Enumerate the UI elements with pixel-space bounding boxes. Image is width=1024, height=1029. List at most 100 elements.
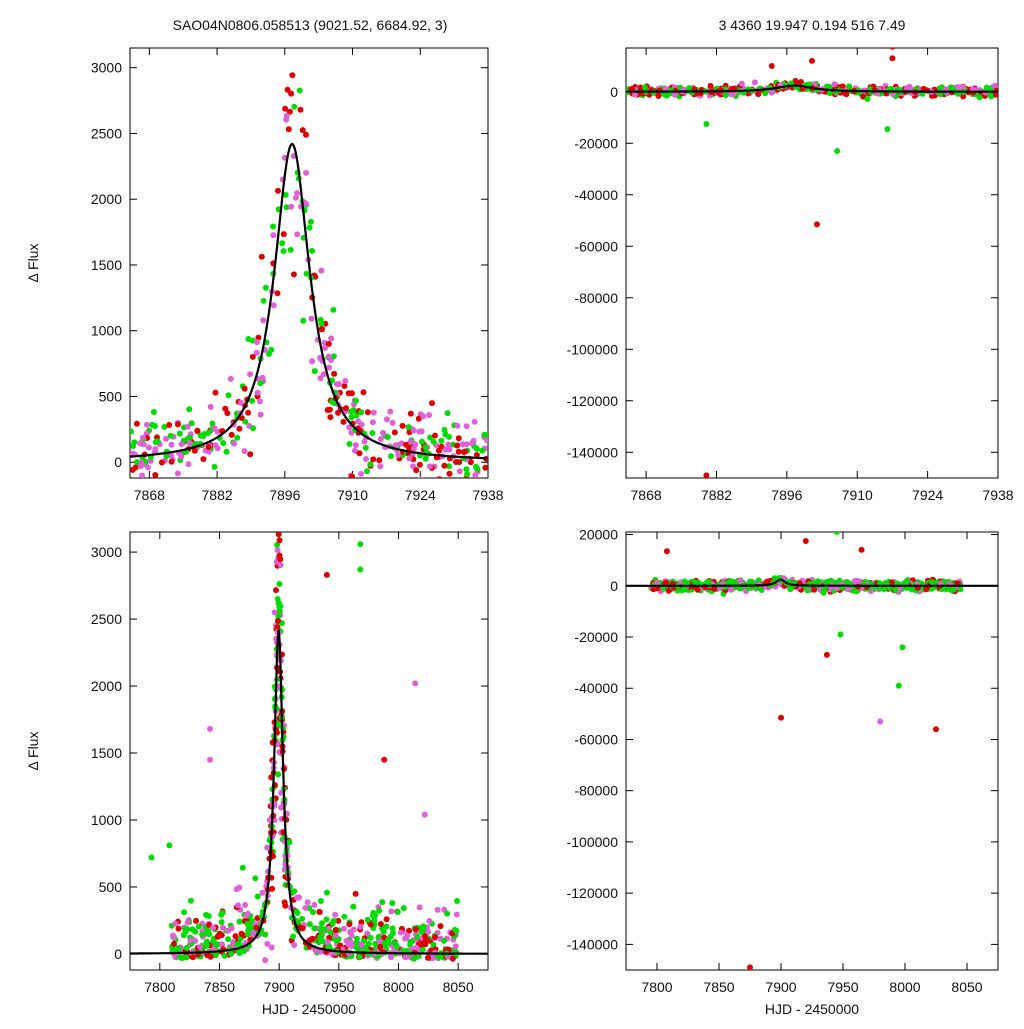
data-point	[414, 933, 421, 940]
data-point	[472, 463, 479, 470]
data-point	[138, 459, 145, 466]
data-point	[479, 447, 486, 454]
x-tick-label: 7868	[134, 487, 165, 503]
data-point	[381, 756, 388, 763]
data-point	[280, 231, 287, 238]
data-point	[442, 431, 449, 438]
data-point	[416, 904, 423, 911]
data-point	[189, 954, 196, 961]
data-point	[318, 932, 325, 939]
plot-area	[130, 532, 488, 964]
data-point	[130, 450, 136, 457]
x-tick-label: 7938	[982, 487, 1013, 503]
data-point	[299, 915, 306, 922]
data-point	[218, 919, 225, 926]
y-tick-label: 20000	[579, 527, 618, 543]
data-point	[293, 908, 300, 915]
data-point	[244, 920, 251, 927]
data-point	[168, 452, 175, 459]
data-point	[282, 105, 289, 112]
x-tick-label: 7850	[204, 979, 235, 995]
data-point	[415, 415, 422, 422]
data-point	[231, 440, 238, 447]
data-point	[653, 579, 660, 586]
data-point	[291, 942, 298, 948]
data-point	[464, 471, 471, 478]
data-point	[207, 725, 213, 732]
data-point	[318, 920, 325, 927]
data-point	[388, 954, 394, 961]
data-point	[292, 194, 299, 201]
data-point	[152, 423, 158, 429]
data-point	[323, 916, 330, 923]
data-point	[297, 106, 304, 113]
data-point	[379, 477, 383, 478]
data-point	[317, 316, 324, 323]
data-point	[171, 940, 177, 947]
data-point	[275, 720, 282, 727]
data-point	[453, 911, 460, 918]
data-point	[920, 85, 927, 92]
data-point	[641, 84, 648, 91]
x-tick-label: 8000	[889, 979, 920, 995]
data-point	[957, 586, 964, 593]
data-point	[168, 441, 175, 448]
data-point	[778, 714, 784, 721]
data-point	[225, 927, 231, 934]
data-point	[227, 375, 234, 382]
data-point	[197, 944, 203, 950]
data-point	[289, 72, 296, 79]
data-point	[211, 425, 218, 432]
data-point	[394, 909, 401, 915]
data-point	[130, 428, 134, 435]
y-tick-label: -140000	[567, 936, 619, 952]
data-point	[260, 317, 267, 324]
data-point	[340, 418, 347, 425]
data-point	[212, 389, 219, 396]
data-point	[166, 842, 173, 849]
data-point	[427, 434, 434, 441]
data-point	[358, 470, 365, 477]
data-point	[175, 925, 182, 932]
data-point	[367, 934, 374, 941]
data-point	[398, 440, 405, 447]
y-tick-label: 3000	[91, 544, 122, 560]
data-point	[356, 954, 363, 961]
data-point	[325, 340, 332, 347]
x-tick-label: 7850	[703, 979, 734, 995]
data-point	[152, 472, 159, 478]
data-point	[826, 90, 833, 97]
data-point	[205, 444, 212, 450]
data-point	[199, 931, 206, 938]
data-point	[371, 913, 378, 920]
data-point	[455, 435, 462, 442]
data-point	[274, 624, 281, 631]
data-point	[343, 405, 349, 412]
data-point	[755, 91, 762, 98]
data-point	[184, 919, 191, 926]
data-point	[655, 93, 662, 99]
data-point	[405, 424, 412, 431]
data-point	[204, 930, 211, 937]
x-axis-title: HJD - 2450000	[262, 1001, 356, 1017]
data-point	[203, 942, 210, 949]
data-point	[843, 91, 850, 98]
data-point	[391, 429, 398, 436]
data-point	[307, 218, 314, 225]
data-point	[430, 438, 437, 445]
data-point	[895, 682, 902, 689]
header-star-id: SAO04N0806.058513 (9021.52, 6684.92, 3)	[173, 17, 448, 33]
data-point	[447, 482, 453, 488]
data-point	[163, 435, 169, 442]
x-tick-label: 7924	[405, 487, 436, 503]
x-tick-label: 8050	[951, 979, 982, 995]
data-point	[729, 579, 736, 585]
data-point	[234, 434, 241, 441]
y-tick-label: 0	[610, 84, 618, 100]
panel-top-right: 0 -20000 -40000 -60000 -80000 -100000 -120000 -…	[567, 47, 1014, 503]
data-point	[270, 232, 277, 239]
data-point	[316, 908, 323, 915]
panel-bottom-left: 0 500 1000 1500 2000 2500 3000 7800 7850 7900 7950…	[25, 531, 489, 1017]
data-point	[224, 410, 231, 417]
